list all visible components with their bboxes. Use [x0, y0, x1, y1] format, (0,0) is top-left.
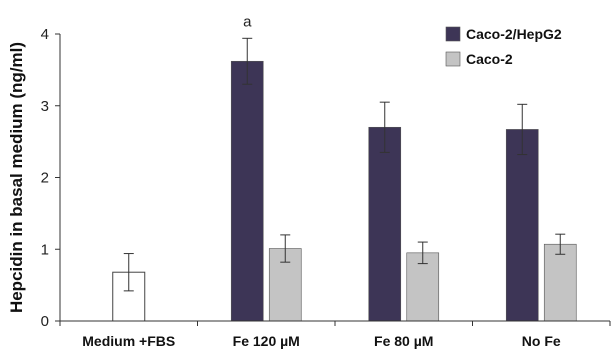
bar-caco2-hepg2 [230, 60, 264, 322]
x-category-label: Fe 80 µM [374, 333, 433, 349]
x-ticks-layer: Medium +FBS Fe 120 µM Fe 80 µM No Fe [59, 321, 611, 349]
y-tick-label: 1 [41, 241, 49, 258]
error-bars-layer [123, 37, 566, 292]
significance-annotation: a [243, 13, 252, 30]
legend: Caco-2/HepG2 Caco-2 [445, 26, 562, 67]
annotations-layer: a [243, 13, 252, 30]
legend-label: Caco-2/HepG2 [466, 26, 562, 42]
x-category-label: No Fe [522, 333, 561, 349]
y-axis-title: Hepcidin in basal medium (ng/ml) [7, 42, 26, 313]
y-tick-label: 3 [41, 98, 49, 115]
bars-layer [112, 60, 577, 322]
legend-swatch [445, 26, 461, 42]
y-ticks-layer: 0 1 2 3 4 [41, 26, 60, 330]
bar-caco2-hepg2 [368, 126, 402, 322]
bar-caco2 [543, 243, 577, 322]
legend-swatch [445, 51, 461, 67]
y-tick-label: 4 [41, 26, 49, 43]
y-tick-label: 0 [41, 313, 49, 330]
legend-label: Caco-2 [466, 51, 513, 67]
x-category-label: Medium +FBS [82, 333, 175, 349]
bar-caco2-hepg2 [505, 129, 539, 322]
x-category-label: Fe 120 µM [233, 333, 300, 349]
y-tick-label: 2 [41, 170, 49, 187]
